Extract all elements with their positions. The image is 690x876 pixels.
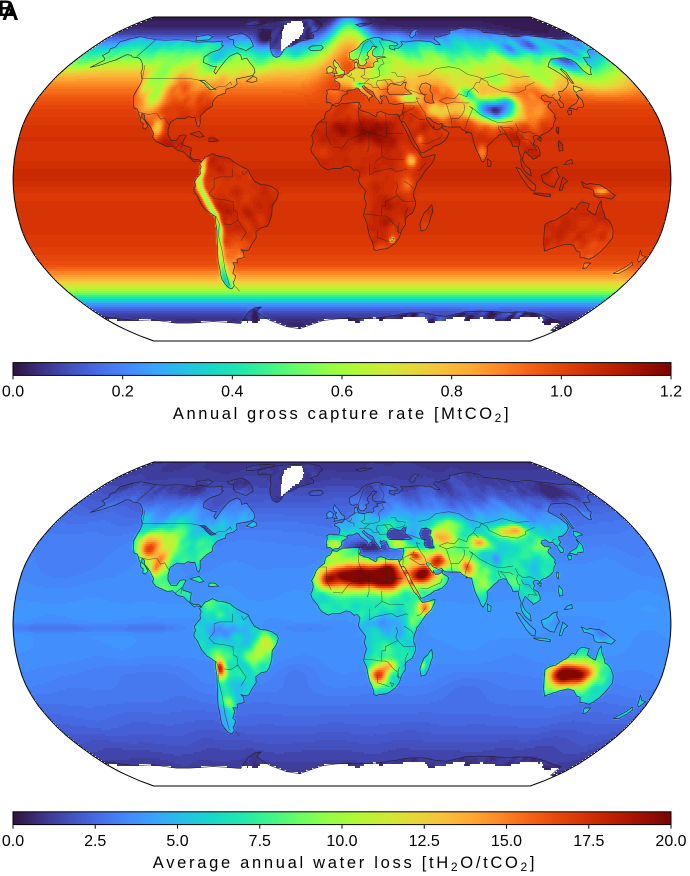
svg-text:17.5: 17.5 xyxy=(573,833,604,850)
svg-text:2.5: 2.5 xyxy=(84,833,106,850)
svg-text:Average annual water loss [tH2: Average annual water loss [tH2O/tCO2] xyxy=(153,854,537,874)
svg-text:0.4: 0.4 xyxy=(221,384,243,401)
svg-text:A: A xyxy=(2,0,19,25)
svg-text:15.0: 15.0 xyxy=(491,833,522,850)
svg-text:0.6: 0.6 xyxy=(331,384,353,401)
svg-text:1.2: 1.2 xyxy=(660,384,682,401)
svg-text:0.0: 0.0 xyxy=(2,833,24,850)
svg-text:Annual gross capture rate [MtC: Annual gross capture rate [MtCO2] xyxy=(173,405,511,425)
svg-text:0.8: 0.8 xyxy=(441,384,463,401)
svg-text:20.0: 20.0 xyxy=(655,833,686,850)
svg-text:7.5: 7.5 xyxy=(249,833,271,850)
svg-text:5.0: 5.0 xyxy=(166,833,188,850)
svg-text:1.0: 1.0 xyxy=(550,384,572,401)
svg-text:0.0: 0.0 xyxy=(2,384,24,401)
svg-text:B: B xyxy=(0,0,14,21)
svg-text:10.0: 10.0 xyxy=(326,833,357,850)
svg-text:0.2: 0.2 xyxy=(112,384,134,401)
svg-text:12.5: 12.5 xyxy=(409,833,440,850)
